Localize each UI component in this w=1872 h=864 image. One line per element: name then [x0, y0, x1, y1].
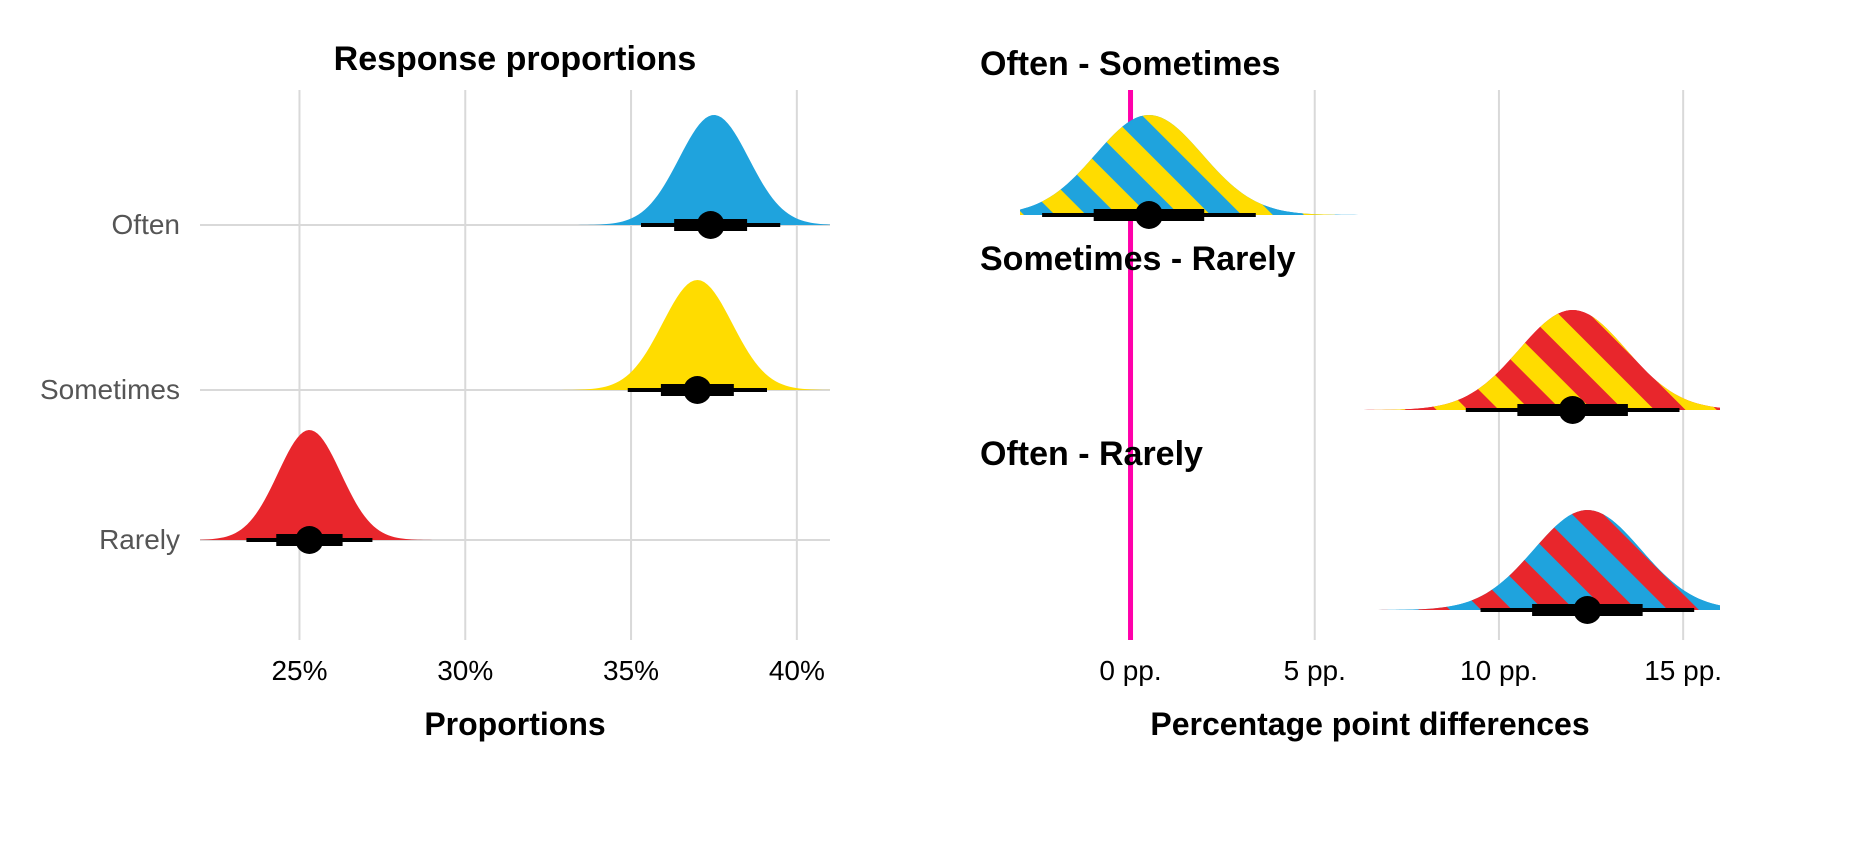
x-tick-label: 25% [271, 655, 327, 686]
diff-row-title: Often - Sometimes [980, 45, 1280, 83]
density-curve [575, 115, 830, 225]
x-tick-label: 40% [769, 655, 825, 686]
density-curve [1020, 115, 1363, 215]
density-curve [558, 280, 830, 390]
x-tick-label: 35% [603, 655, 659, 686]
left-panel-title: Response proportions [334, 40, 697, 78]
point-estimate [697, 211, 725, 239]
x-tick-label: 5 pp. [1284, 655, 1346, 686]
y-tick-label: Rarely [99, 524, 180, 555]
chart-canvas: Response proportions 25% 30% 35% 40% Proporti… [0, 0, 1872, 864]
density-curve [1359, 310, 1720, 410]
y-tick-label: Often [112, 209, 180, 240]
x-tick-label: 15 pp. [1644, 655, 1722, 686]
x-tick-label: 10 pp. [1460, 655, 1538, 686]
left-x-axis-label: Proportions [424, 706, 605, 742]
point-estimate [295, 526, 323, 554]
density-curve [200, 430, 435, 540]
point-estimate [683, 376, 711, 404]
point-estimate [1135, 201, 1163, 229]
diff-row-title: Sometimes - Rarely [980, 240, 1296, 278]
point-estimate [1573, 596, 1601, 624]
point-estimate [1559, 396, 1587, 424]
density-curve [1374, 510, 1720, 610]
y-tick-label: Sometimes [40, 374, 180, 405]
x-tick-label: 30% [437, 655, 493, 686]
right-x-axis-label: Percentage point differences [1150, 706, 1589, 742]
x-tick-label: 0 pp. [1099, 655, 1161, 686]
diff-row-title: Often - Rarely [980, 435, 1203, 473]
